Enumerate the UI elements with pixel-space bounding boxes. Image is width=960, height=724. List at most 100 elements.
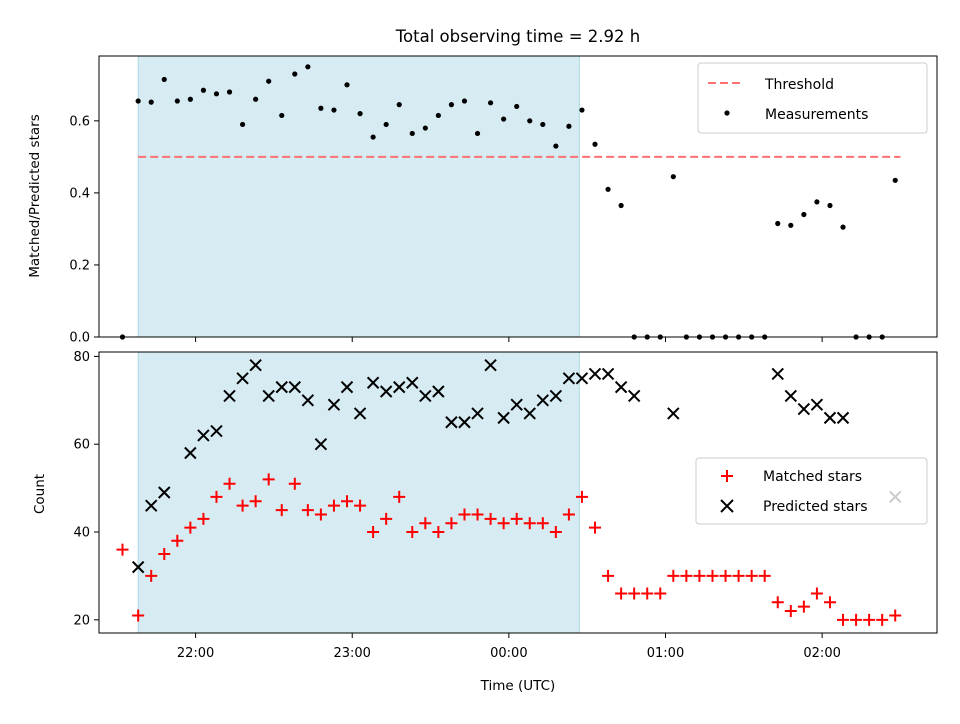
measurement-point xyxy=(814,199,820,205)
measurement-point xyxy=(187,96,193,102)
top-y-axis-ticks: 0.0 0.2 0.4 0.6 xyxy=(69,114,99,346)
measurement-point xyxy=(487,100,494,106)
measurement-point xyxy=(892,177,898,183)
predicted-star-point xyxy=(784,389,798,403)
predicted-star-point xyxy=(406,376,419,389)
matched-star-point xyxy=(523,517,536,530)
matched-star-point xyxy=(354,499,367,512)
matched-star-point xyxy=(145,569,158,582)
bottom-shaded-region xyxy=(137,351,580,634)
matched-star-point xyxy=(850,613,863,626)
measurement-point xyxy=(501,116,507,122)
matched-star-point xyxy=(484,512,497,525)
matched-star-point xyxy=(706,569,719,582)
matched-star-point xyxy=(784,605,797,618)
measurement-point xyxy=(788,222,794,228)
measurement-point xyxy=(344,82,350,88)
measurement-point xyxy=(670,174,676,180)
matched-star-point xyxy=(419,517,432,530)
predicted-star-point xyxy=(471,407,484,420)
predicted-star-point xyxy=(131,560,145,574)
measurements-series xyxy=(119,64,898,340)
predicted-star-point xyxy=(458,416,471,429)
predicted-star-point xyxy=(327,398,341,411)
x-tick-label: 22:00 xyxy=(177,646,214,661)
y-tick-label: 80 xyxy=(73,350,90,365)
measurement-point xyxy=(448,102,455,108)
top-panel: 0.0 0.2 0.4 0.6 Matched/Predicted stars Thr… xyxy=(27,55,938,346)
measurement-point xyxy=(357,111,363,117)
bottom-y-axis-ticks: 20 40 60 80 xyxy=(73,350,99,628)
predicted-star-point xyxy=(249,358,262,372)
matched-star-point xyxy=(810,587,823,600)
matched-star-point xyxy=(889,609,902,622)
top-axes-frame xyxy=(98,55,938,338)
legend-measurements-swatch xyxy=(724,110,730,116)
matched-star-point xyxy=(745,569,758,582)
predicted-star-point xyxy=(562,372,576,385)
matched-star-point xyxy=(236,499,249,512)
measurement-point xyxy=(318,105,324,111)
measurement-point xyxy=(566,123,572,129)
predicted-star-point xyxy=(197,429,210,442)
predicted-star-point xyxy=(145,499,158,512)
predicted-star-point xyxy=(158,486,171,499)
y-tick-label: 20 xyxy=(73,613,90,628)
matched-star-point xyxy=(314,508,327,521)
matched-star-point xyxy=(823,596,836,609)
bottom-axes-frame xyxy=(98,351,938,634)
matched-star-point xyxy=(471,508,484,521)
matched-star-point xyxy=(536,517,549,530)
predicted-star-point xyxy=(184,446,197,460)
matched-star-point xyxy=(589,521,602,534)
predicted-star-point xyxy=(536,394,550,407)
matched-star-point xyxy=(732,569,745,582)
matched-star-point xyxy=(575,490,588,503)
bottom-panel: 20 40 60 80 22:00 23:00 00:00 01:00 02:00 Count… xyxy=(32,350,938,694)
measurement-point xyxy=(213,91,220,97)
bottom-x-axis-ticks: 22:00 23:00 00:00 01:00 02:00 xyxy=(177,633,841,661)
measurement-point xyxy=(253,96,259,102)
matched-star-point xyxy=(432,526,445,539)
matched-star-point xyxy=(197,512,210,525)
measurement-point xyxy=(435,112,441,119)
legend-threshold-label: Threshold xyxy=(764,77,834,93)
measurement-point xyxy=(540,121,546,128)
y-tick-label: 0.2 xyxy=(69,258,90,273)
predicted-star-point xyxy=(588,367,602,381)
measurement-point xyxy=(409,130,415,137)
predicted-star-point xyxy=(379,385,393,398)
measurement-point xyxy=(514,103,520,110)
measurement-point xyxy=(174,98,180,104)
matched-star-point xyxy=(758,569,771,582)
legend-matched-swatch xyxy=(721,470,733,482)
matched-star-point xyxy=(615,587,628,600)
predicted-star-point xyxy=(419,389,432,403)
matched-star-point xyxy=(223,477,236,490)
top-y-axis-label: Matched/Predicted stars xyxy=(27,114,43,277)
predicted-star-point xyxy=(823,411,837,425)
predicted-star-point xyxy=(836,411,850,425)
legend-matched-label: Matched stars xyxy=(763,469,862,485)
matched-star-point xyxy=(210,490,223,503)
matched-star-point xyxy=(262,473,275,486)
matched-star-point xyxy=(667,569,680,582)
measurement-point xyxy=(618,202,624,209)
x-tick-label: 02:00 xyxy=(803,646,840,661)
legend-predicted-swatch xyxy=(720,499,734,513)
predicted-star-point xyxy=(497,411,510,425)
measurement-point xyxy=(279,112,285,119)
bottom-legend: Matched stars Predicted stars xyxy=(695,457,928,525)
measurement-point xyxy=(331,107,337,113)
measurement-point xyxy=(840,224,846,230)
x-tick-label: 01:00 xyxy=(647,646,684,661)
count-series xyxy=(116,358,902,626)
y-tick-label: 0.0 xyxy=(69,331,90,346)
predicted-star-point xyxy=(393,380,406,394)
predicted-star-point xyxy=(549,389,563,403)
measurement-point xyxy=(605,186,611,192)
measurement-point xyxy=(527,118,533,124)
predicted-star-point xyxy=(667,407,680,420)
top-legend-box xyxy=(697,62,928,134)
